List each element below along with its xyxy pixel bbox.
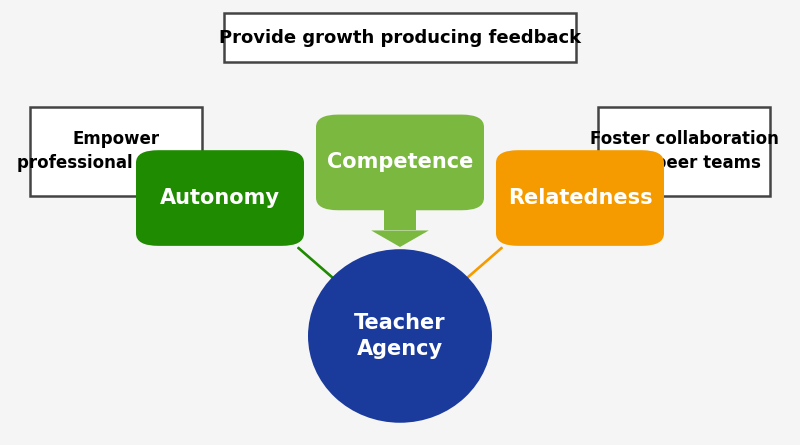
FancyBboxPatch shape <box>136 150 304 246</box>
Text: Foster collaboration
with peer teams: Foster collaboration with peer teams <box>590 130 778 172</box>
FancyBboxPatch shape <box>224 13 576 62</box>
Text: Provide growth producing feedback: Provide growth producing feedback <box>219 29 581 47</box>
Text: Relatedness: Relatedness <box>508 188 652 208</box>
FancyBboxPatch shape <box>316 115 484 210</box>
Text: Teacher
Agency: Teacher Agency <box>354 313 446 359</box>
Text: Autonomy: Autonomy <box>160 188 280 208</box>
Text: Empower
professional practice: Empower professional practice <box>18 130 214 172</box>
Text: Competence: Competence <box>327 153 473 172</box>
Polygon shape <box>371 231 429 247</box>
Ellipse shape <box>308 249 492 423</box>
FancyBboxPatch shape <box>496 150 664 246</box>
FancyBboxPatch shape <box>598 107 770 196</box>
FancyBboxPatch shape <box>30 107 202 196</box>
Bar <box>384 210 416 231</box>
